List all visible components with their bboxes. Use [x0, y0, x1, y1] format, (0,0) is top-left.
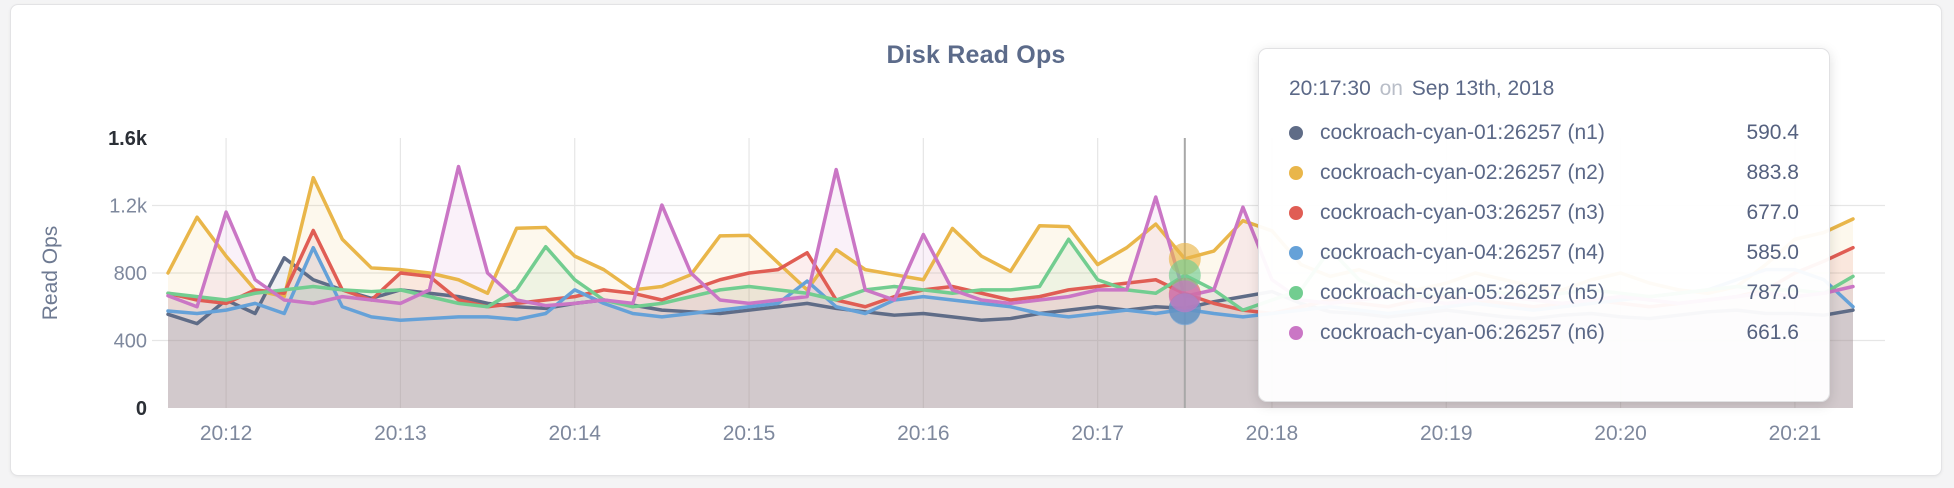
series-color-dot-icon: [1289, 326, 1303, 340]
hover-tooltip: 20:17:30 on Sep 13th, 2018 cockroach-cya…: [1258, 48, 1830, 402]
tooltip-header: 20:17:30 on Sep 13th, 2018: [1289, 77, 1799, 101]
x-tick-label: 20:21: [1769, 422, 1822, 445]
chart-title: Disk Read Ops: [886, 41, 1066, 69]
tooltip-row: cockroach-cyan-01:26257 (n1) 590.4: [1289, 113, 1799, 153]
series-color-dot-icon: [1289, 286, 1303, 300]
tooltip-connector: on: [1379, 77, 1403, 100]
tooltip-series-name: cockroach-cyan-02:26257 (n2): [1320, 161, 1605, 184]
x-tick-label: 20:17: [1071, 422, 1124, 445]
tooltip-series-value: 661.6: [1746, 321, 1799, 344]
y-tick-label: 1.2k: [109, 196, 148, 218]
x-tick-label: 20:14: [548, 422, 601, 445]
tooltip-row: cockroach-cyan-03:26257 (n3) 677.0: [1289, 193, 1799, 233]
series-color-dot-icon: [1289, 126, 1303, 140]
tooltip-row: cockroach-cyan-06:26257 (n6) 661.6: [1289, 313, 1799, 353]
tooltip-date: Sep 13th, 2018: [1411, 77, 1555, 100]
series-color-dot-icon: [1289, 166, 1303, 180]
tooltip-row: cockroach-cyan-05:26257 (n5) 787.0: [1289, 273, 1799, 313]
y-tick-label: 800: [114, 263, 147, 285]
tooltip-row: cockroach-cyan-02:26257 (n2) 883.8: [1289, 153, 1799, 193]
tooltip-series-value: 787.0: [1746, 281, 1799, 304]
tooltip-series-name: cockroach-cyan-03:26257 (n3): [1320, 201, 1605, 224]
x-tick-label: 20:18: [1246, 422, 1299, 445]
series-color-dot-icon: [1289, 246, 1303, 260]
y-axis-title: Read Ops: [39, 226, 62, 321]
x-tick-label: 20:15: [723, 422, 776, 445]
tooltip-series-name: cockroach-cyan-06:26257 (n6): [1320, 321, 1605, 344]
tooltip-series-name: cockroach-cyan-04:26257 (n4): [1320, 241, 1605, 264]
y-tick-label: 400: [114, 331, 147, 353]
tooltip-series-name: cockroach-cyan-01:26257 (n1): [1320, 121, 1605, 144]
x-tick-label: 20:20: [1594, 422, 1647, 445]
tooltip-rows: cockroach-cyan-01:26257 (n1) 590.4 cockroa…: [1289, 113, 1799, 353]
tooltip-row: cockroach-cyan-04:26257 (n4) 585.0: [1289, 233, 1799, 273]
x-tick-label: 20:19: [1420, 422, 1473, 445]
tooltip-series-value: 883.8: [1746, 161, 1799, 184]
tooltip-series-value: 677.0: [1746, 201, 1799, 224]
tooltip-series-value: 590.4: [1746, 121, 1799, 144]
x-tick-label: 20:16: [897, 422, 950, 445]
tooltip-series-value: 585.0: [1746, 241, 1799, 264]
tooltip-time: 20:17:30: [1289, 77, 1371, 100]
x-tick-label: 20:13: [374, 422, 427, 445]
tooltip-series-name: cockroach-cyan-05:26257 (n5): [1320, 281, 1605, 304]
highlight-point: [1168, 280, 1201, 313]
series-color-dot-icon: [1289, 206, 1303, 220]
x-tick-label: 20:12: [200, 422, 253, 445]
y-tick-label: 1.6k: [108, 128, 148, 150]
y-tick-label: 0: [136, 398, 147, 420]
